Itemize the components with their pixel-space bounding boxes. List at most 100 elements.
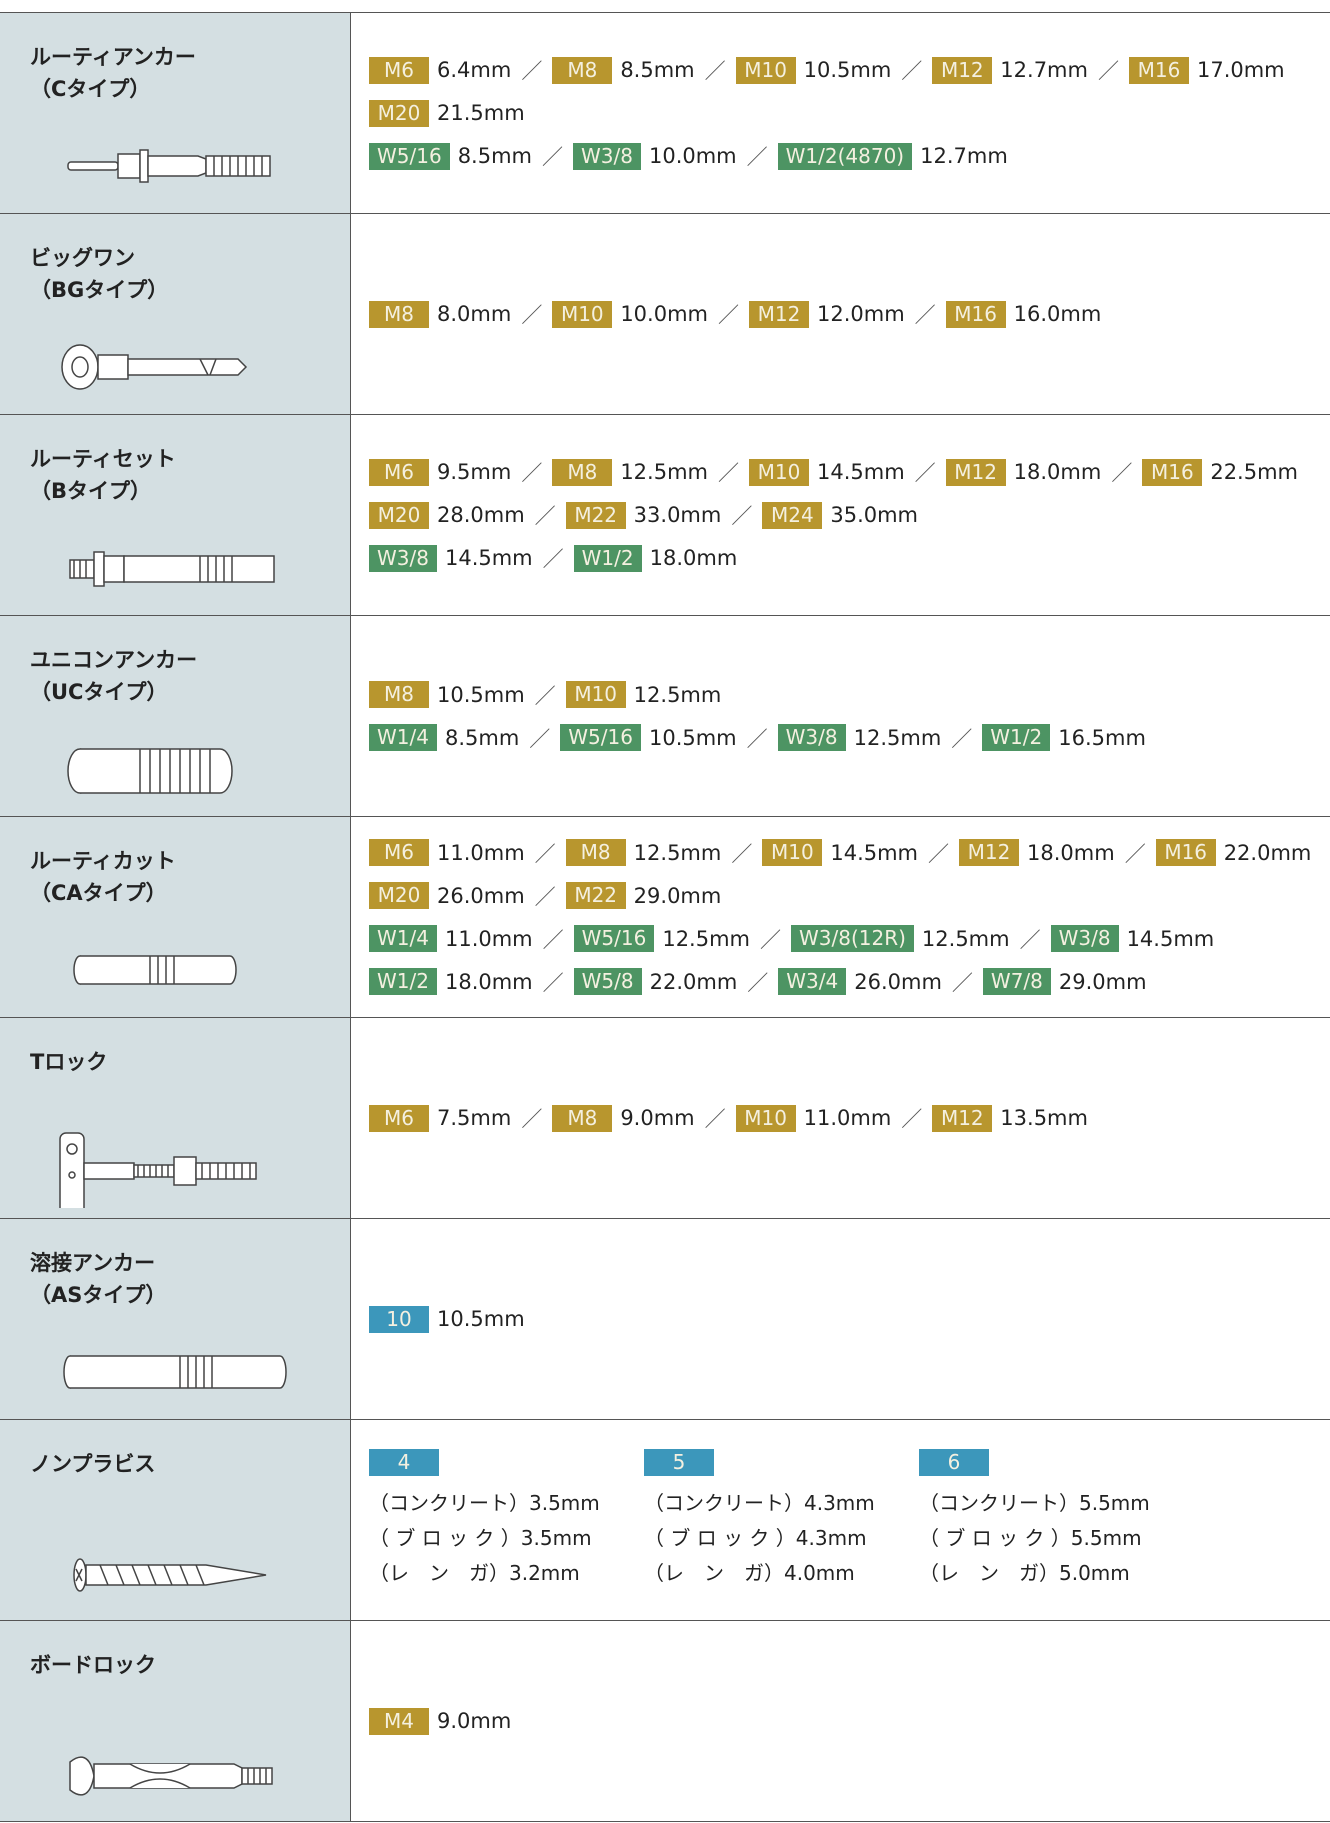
size-tag: M16 <box>1128 56 1189 84</box>
separator: ／ <box>901 59 923 83</box>
name-line: ノンプラビス <box>30 1452 156 1476</box>
size-value: 10.0mm <box>620 302 708 326</box>
size-value: 14.5mm <box>1126 926 1215 951</box>
size-value: 8.5mm <box>444 725 520 750</box>
size-value: 7.5mm <box>437 1106 512 1130</box>
size-value: 12.0mm <box>816 302 905 326</box>
name-line: ユニコンアンカー <box>30 648 198 672</box>
label-cell: ルーティカット （CAタイプ） <box>0 817 351 1017</box>
separator: ／ <box>521 59 543 83</box>
size-tag: W5/16 <box>369 142 450 170</box>
size-value: 21.5mm <box>437 101 525 125</box>
size-value: 14.5mm <box>444 546 533 570</box>
spec-line: M6 6.4mm ／ M8 8.5mm ／ M10 10.5mm ／ M12 12.7mm ／ M16 1… <box>369 49 1330 92</box>
material-line: （コンクリート）3.5mm <box>369 1486 644 1521</box>
size-tag: W3/8 <box>777 724 846 751</box>
spec-line: W1/4 8.5mm ／ W5/16 10.5mm ／ W3/8 12.5mm ／ W1/2 16.… <box>369 716 1330 759</box>
size-value: 12.5mm <box>853 725 942 750</box>
size-value: 35.0mm <box>830 503 919 527</box>
separator: ／ <box>534 504 556 528</box>
separator: ／ <box>521 1107 543 1131</box>
name-line: （BGタイプ） <box>30 278 169 302</box>
size-value: 3.5mm <box>529 1491 600 1515</box>
material: （コンクリート） <box>919 1491 1079 1515</box>
separator: ／ <box>542 547 564 571</box>
size-tag: M16 <box>945 300 1006 328</box>
product-name: ルーティアンカー （Cタイプ） <box>30 41 196 105</box>
spec-line: M8 8.0mm ／ M10 10.0mm ／ M12 12.0mm ／ M16 16.0mm <box>369 293 1330 336</box>
separator: ／ <box>534 841 556 866</box>
size-value: 26.0mm <box>437 883 525 908</box>
size-value: 4.0mm <box>784 1561 855 1585</box>
spec-line: W1/4 11.0mm ／ W5/16 12.5mm ／ W3/8(12R) 12.5mm ／ W… <box>369 917 1330 960</box>
size-tag: 6 <box>919 1449 989 1476</box>
size-value: 10.5mm <box>437 682 525 707</box>
separator: ／ <box>928 841 950 866</box>
separator: ／ <box>521 303 543 327</box>
size-tag: M12 <box>932 56 993 84</box>
size-value: 9.0mm <box>620 1106 695 1130</box>
size-value: 17.0mm <box>1196 58 1285 82</box>
size-value: 12.5mm <box>921 926 1010 951</box>
spec-table: ルーティアンカー （Cタイプ） M6 6.4mm ／ M8 8.5mm ／ M10 10.5mm ／… <box>0 12 1330 1822</box>
product-icon <box>67 149 271 183</box>
size-tag: M4 <box>369 1707 429 1735</box>
label-cell: ボードロック <box>0 1621 351 1821</box>
material-line: （ ブ ロ ッ ク ）5.5mm <box>919 1521 1194 1556</box>
separator: ／ <box>914 461 936 485</box>
name-line: （Cタイプ） <box>30 77 151 101</box>
size-tag: W3/8 <box>573 142 641 170</box>
separator: ／ <box>542 927 564 952</box>
size-tag: M16 <box>1155 839 1216 866</box>
size-value: 29.0mm <box>633 883 722 908</box>
spec-cell: M8 8.0mm ／ M10 10.0mm ／ M12 12.0mm ／ M16 16.0mm <box>351 214 1330 414</box>
label-cell: 溶接アンカー （ASタイプ） <box>0 1219 351 1419</box>
separator: ／ <box>704 1107 726 1131</box>
size-tag: 10 <box>369 1305 429 1333</box>
size-value: 16.5mm <box>1058 725 1146 750</box>
product-icon <box>67 748 233 794</box>
size-value: 8.5mm <box>457 144 532 168</box>
size-value: 4.3mm <box>804 1491 875 1515</box>
separator: ／ <box>534 884 556 909</box>
material-line: （ ブ ロ ッ ク ）4.3mm <box>644 1521 919 1556</box>
spec-line: M20 26.0mm ／ M22 29.0mm <box>369 874 1330 917</box>
product-name: ユニコンアンカー （UCタイプ） <box>30 644 197 708</box>
separator: ／ <box>521 461 543 485</box>
product-icon <box>59 1132 257 1208</box>
size-value: 8.0mm <box>437 302 512 326</box>
spec-cell: M4 9.0mm <box>351 1621 1330 1821</box>
material-line: （コンクリート）4.3mm <box>644 1486 919 1521</box>
table-row: ルーティカット （CAタイプ） M6 11.0mm ／ M8 12.5mm ／ M10 14.5m… <box>0 817 1330 1018</box>
label-cell: ルーティセット （Bタイプ） <box>0 415 351 615</box>
product-icon <box>73 955 237 985</box>
spec-line: M20 28.0mm ／ M22 33.0mm ／ M24 35.0mm <box>369 494 1330 537</box>
material: （レ ン ガ） <box>919 1561 1059 1585</box>
size-tag: W1/2 <box>573 544 642 572</box>
size-value: 18.0mm <box>1027 840 1115 865</box>
separator: ／ <box>717 461 739 485</box>
spec-line: M6 7.5mm ／ M8 9.0mm ／ M10 11.0mm ／ M12 13.5mm <box>369 1097 1330 1140</box>
spec-cell: M6 6.4mm ／ M8 8.5mm ／ M10 10.5mm ／ M12 12.7mm ／ M16 1… <box>351 13 1330 213</box>
material-line: （コンクリート）5.5mm <box>919 1486 1194 1521</box>
label-cell: ユニコンアンカー （UCタイプ） <box>0 616 351 816</box>
spec-column: 4 （コンクリート）3.5mm （ ブ ロ ッ ク ）3.5mm （レ ン ガ）3.2… <box>369 1449 644 1591</box>
size-value: 14.5mm <box>816 460 905 484</box>
size-tag: W5/16 <box>560 724 641 751</box>
separator: ／ <box>746 726 768 751</box>
spec-line: M6 9.5mm ／ M8 12.5mm ／ M10 14.5mm ／ M12 18.0mm ／ M16… <box>369 451 1330 494</box>
size-tag: M6 <box>369 458 429 486</box>
name-line: （ASタイプ） <box>30 1283 167 1307</box>
separator: ／ <box>731 504 753 528</box>
separator: ／ <box>951 726 973 751</box>
size-value: 12.7mm <box>1000 58 1088 82</box>
spec-cell: M6 7.5mm ／ M8 9.0mm ／ M10 11.0mm ／ M12 13.5mm <box>351 1018 1330 1218</box>
name-line: （UCタイプ） <box>30 680 168 704</box>
size-value: 16.0mm <box>1013 302 1102 326</box>
size-value: 11.0mm <box>444 926 533 951</box>
size-tag: M24 <box>762 501 823 529</box>
name-line: ルーティアンカー <box>30 45 196 69</box>
separator: ／ <box>731 841 753 866</box>
size-value: 10.5mm <box>437 1307 525 1331</box>
